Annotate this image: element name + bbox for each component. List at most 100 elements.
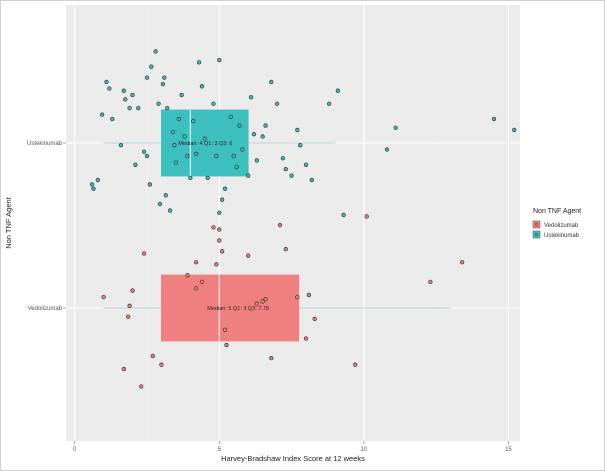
legend-point <box>534 232 539 237</box>
data-point <box>141 251 147 256</box>
data-point <box>193 286 199 291</box>
data-point <box>127 303 132 308</box>
data-point <box>130 92 135 98</box>
data-point <box>306 292 312 298</box>
data-point <box>163 193 168 198</box>
x-tick-label: 10 <box>361 447 368 453</box>
data-point <box>220 197 225 202</box>
data-point <box>193 260 199 265</box>
plot-panel <box>66 5 520 441</box>
data-point <box>133 162 138 167</box>
data-point <box>104 79 109 85</box>
data-point <box>295 127 300 133</box>
data-point <box>277 223 283 228</box>
data-point <box>110 116 115 122</box>
data-point <box>167 208 173 213</box>
data-point <box>157 201 163 207</box>
data-point <box>263 297 268 302</box>
data-point <box>217 227 222 232</box>
data-point <box>263 123 268 128</box>
data-point <box>303 336 309 341</box>
data-point <box>246 173 251 178</box>
legend-label: Vedolizumab <box>544 223 579 229</box>
data-point <box>295 294 300 300</box>
data-point <box>460 260 465 265</box>
data-point <box>141 149 147 154</box>
data-point <box>147 182 153 187</box>
data-point <box>240 147 245 152</box>
data-point <box>99 112 105 117</box>
data-point <box>234 164 239 170</box>
data-point <box>127 105 132 111</box>
data-point <box>326 101 332 106</box>
data-point <box>224 342 229 348</box>
data-point <box>107 86 112 91</box>
data-point <box>150 353 155 359</box>
data-point <box>95 177 100 183</box>
data-point <box>217 58 222 63</box>
data-point <box>254 158 260 163</box>
data-point <box>139 384 144 389</box>
y-axis-title: Non TNF Agent <box>4 196 13 248</box>
legend-label: Ustekinumab <box>544 233 580 239</box>
x-axis-title: Harvey-Bradshaw Index Score at 12 weeks <box>221 454 365 463</box>
data-point <box>156 101 161 106</box>
data-point <box>364 214 369 219</box>
data-point <box>89 182 95 187</box>
data-point <box>202 136 207 141</box>
data-point <box>121 366 126 372</box>
data-point <box>254 301 260 306</box>
y-tick-label: Ustekinumab <box>27 141 63 147</box>
box-ustekinumab <box>161 109 249 177</box>
data-point <box>170 129 176 135</box>
data-point <box>199 279 205 284</box>
data-point <box>217 238 222 243</box>
data-point <box>260 299 265 304</box>
data-point <box>162 75 167 80</box>
data-point <box>211 101 216 106</box>
data-point <box>246 253 251 258</box>
data-point <box>512 127 517 133</box>
data-point <box>144 75 150 80</box>
data-point <box>173 160 179 165</box>
data-point <box>159 362 164 367</box>
data-point <box>149 64 154 69</box>
data-point <box>341 212 346 218</box>
data-point <box>303 162 309 167</box>
data-point <box>222 327 228 332</box>
x-tick-label: 15 <box>505 447 512 453</box>
median-annotation: Median: 5 Q1: 3 Q3: 7.75 <box>207 306 269 312</box>
x-tick-label: 5 <box>218 447 222 453</box>
data-point <box>491 116 497 122</box>
data-point <box>199 84 205 89</box>
data-point <box>231 153 236 159</box>
legend-title: Non TNF Agent <box>533 208 581 215</box>
data-point <box>130 288 135 293</box>
data-point <box>222 186 228 191</box>
data-point <box>309 177 314 183</box>
data-point <box>283 246 288 252</box>
median-annotation: Median: 4 Q1: 3 Q3: 6 <box>178 141 232 147</box>
data-point <box>91 186 96 191</box>
data-point <box>121 88 126 93</box>
data-point <box>220 249 225 254</box>
data-point <box>312 316 317 322</box>
x-tick-label: 0 <box>73 447 77 453</box>
data-point <box>353 362 358 367</box>
y-tick-label: Vedolizumab <box>28 306 63 312</box>
data-point <box>136 105 141 111</box>
legend-point <box>534 222 539 227</box>
data-point <box>188 175 193 181</box>
data-point <box>335 88 340 93</box>
data-point <box>191 119 196 124</box>
data-point <box>176 116 181 122</box>
data-point <box>237 123 242 128</box>
data-point <box>251 132 257 137</box>
data-point <box>123 97 128 102</box>
data-point <box>283 167 288 172</box>
data-point <box>217 210 222 215</box>
data-point <box>298 143 303 148</box>
data-point <box>126 314 131 319</box>
data-point <box>193 151 199 157</box>
